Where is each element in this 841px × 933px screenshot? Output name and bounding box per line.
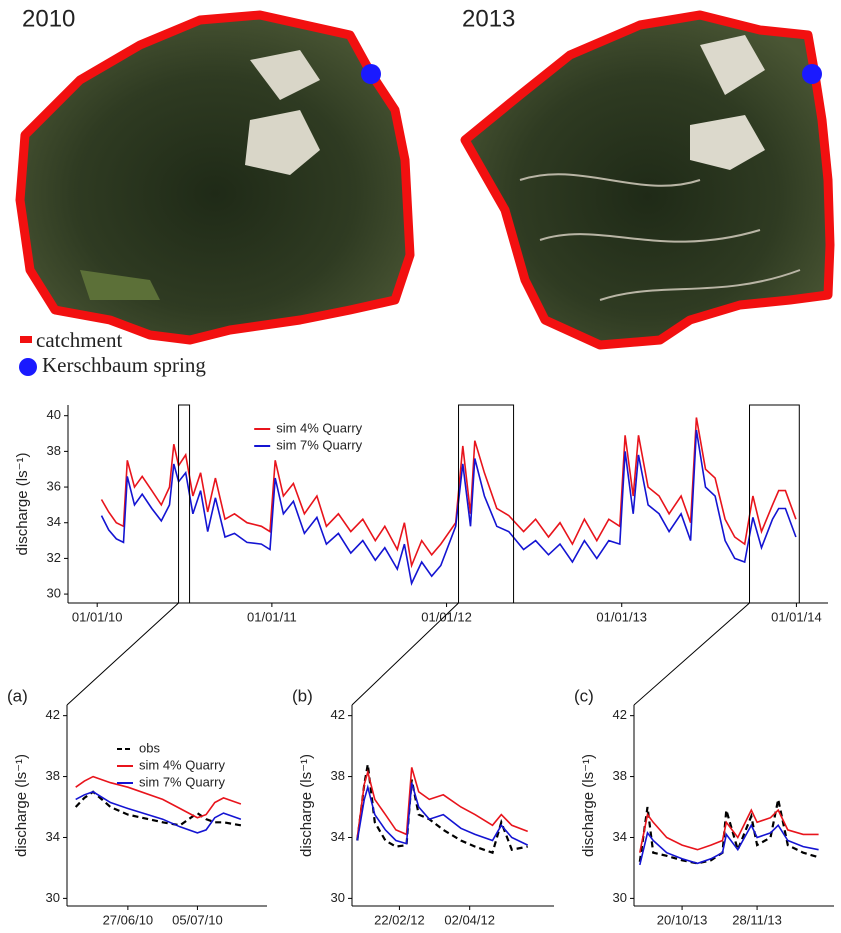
y-tick-label: 30 bbox=[46, 890, 60, 905]
x-tick-label: 02/04/12 bbox=[444, 912, 495, 927]
y-tick-label: 40 bbox=[47, 407, 61, 422]
x-tick-label: 20/10/13 bbox=[657, 912, 708, 927]
y-axis-label: discharge (ls⁻¹) bbox=[14, 453, 31, 556]
y-tick-label: 42 bbox=[613, 707, 627, 722]
x-tick-label: 01/01/11 bbox=[247, 609, 297, 624]
y-tick-label: 30 bbox=[613, 890, 627, 905]
legend-label: sim 7% Quarry bbox=[276, 437, 362, 452]
y-tick-label: 38 bbox=[47, 443, 61, 458]
zoom-box bbox=[750, 405, 800, 603]
y-tick-label: 42 bbox=[46, 707, 60, 722]
y-axis-label: discharge (ls⁻¹) bbox=[13, 754, 30, 857]
y-tick-label: 38 bbox=[46, 768, 60, 783]
x-tick-label: 01/01/13 bbox=[596, 609, 647, 624]
y-tick-label: 36 bbox=[47, 478, 61, 493]
panel-label: (b) bbox=[292, 686, 313, 705]
y-tick-label: 42 bbox=[331, 707, 345, 722]
legend-swatch bbox=[20, 336, 32, 343]
panel-label: (a) bbox=[7, 686, 28, 705]
y-axis-label: discharge (ls⁻¹) bbox=[580, 754, 597, 857]
y-axis-label: discharge (ls⁻¹) bbox=[298, 754, 315, 857]
y-tick-label: 34 bbox=[46, 829, 60, 844]
y-tick-label: 38 bbox=[331, 768, 345, 783]
legend-label: catchment bbox=[36, 328, 122, 352]
x-tick-label: 28/11/13 bbox=[732, 912, 782, 927]
zoom-connector bbox=[352, 603, 459, 705]
legend-label: Kerschbaum spring bbox=[42, 353, 206, 377]
map-2013 bbox=[465, 15, 830, 345]
y-tick-label: 34 bbox=[613, 829, 627, 844]
y-tick-label: 34 bbox=[47, 514, 61, 529]
legend-label: sim 4% Quarry bbox=[139, 757, 225, 772]
legend-swatch bbox=[19, 358, 37, 376]
x-tick-label: 01/01/14 bbox=[771, 609, 822, 624]
series-line bbox=[102, 430, 796, 583]
x-tick-label: 05/07/10 bbox=[172, 912, 223, 927]
y-tick-label: 38 bbox=[613, 768, 627, 783]
legend-label: sim 7% Quarry bbox=[139, 774, 225, 789]
zoom-box bbox=[179, 405, 190, 603]
legend-label: sim 4% Quarry bbox=[276, 420, 362, 435]
map-title: 2013 bbox=[462, 5, 515, 32]
map-2010 bbox=[20, 15, 410, 340]
x-tick-label: 01/01/10 bbox=[72, 609, 123, 624]
y-tick-label: 30 bbox=[47, 586, 61, 601]
y-tick-label: 30 bbox=[331, 890, 345, 905]
y-tick-label: 34 bbox=[331, 829, 345, 844]
panel-label: (c) bbox=[574, 686, 594, 705]
figure: 2010 2013 catchment Kerschbaum spring 30… bbox=[0, 0, 841, 933]
legend-label: obs bbox=[139, 740, 160, 755]
zoom-box bbox=[459, 405, 514, 603]
map-title: 2010 bbox=[22, 5, 75, 32]
x-tick-label: 22/02/12 bbox=[374, 912, 425, 927]
y-tick-label: 32 bbox=[47, 550, 61, 565]
zoom-connector bbox=[634, 603, 750, 705]
x-tick-label: 27/06/10 bbox=[103, 912, 154, 927]
series-line bbox=[357, 764, 527, 852]
x-tick-label: 01/01/12 bbox=[421, 609, 472, 624]
